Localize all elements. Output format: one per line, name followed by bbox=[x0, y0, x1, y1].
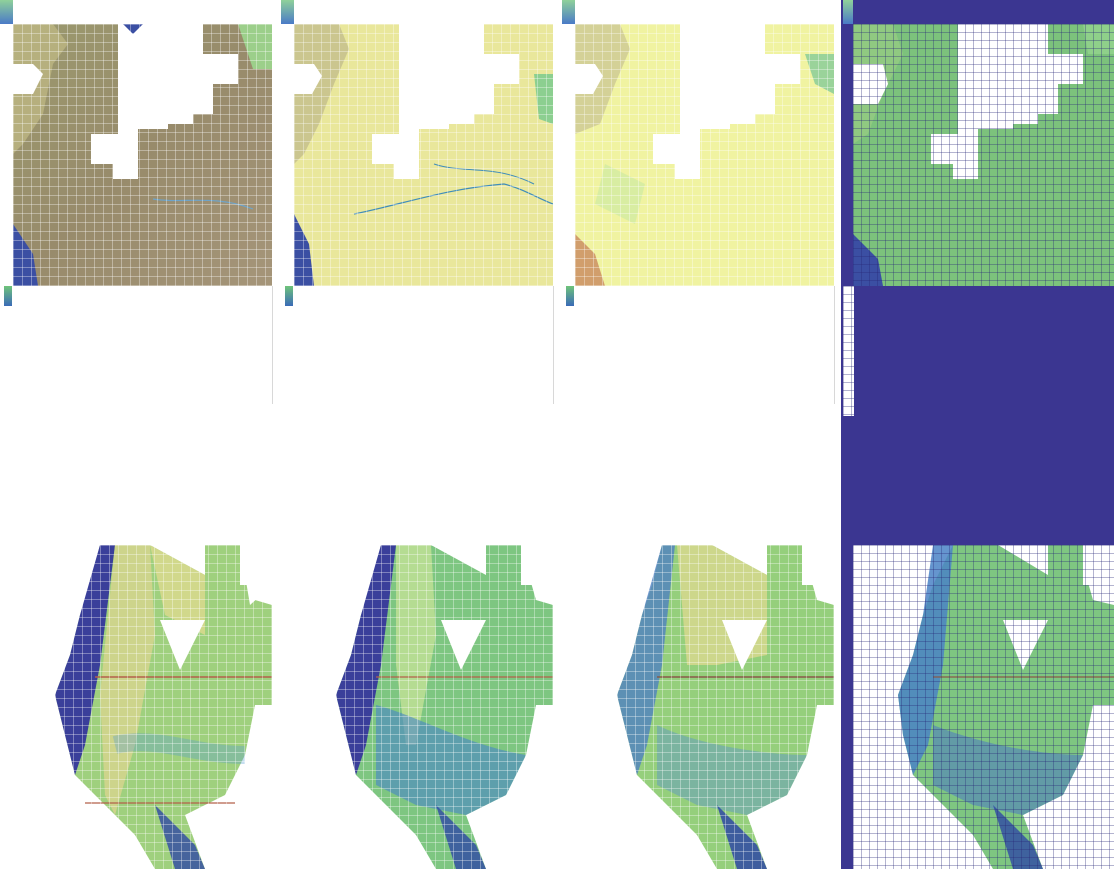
edge-sliver-top-3 bbox=[562, 0, 575, 24]
edge-sliver-mid-2 bbox=[285, 286, 293, 306]
map-panel-row2-col1 bbox=[55, 545, 272, 869]
edge-sliver-mid-3 bbox=[566, 286, 574, 306]
map-panel-row1-col2 bbox=[294, 24, 553, 286]
column-divider-1 bbox=[272, 286, 273, 404]
column-divider-2 bbox=[553, 286, 554, 404]
map-panel-row2-col2 bbox=[336, 545, 553, 869]
map-panel-row1-col3 bbox=[575, 24, 834, 286]
map-panel-row1-col1 bbox=[13, 24, 272, 286]
edge-sliver-top-1 bbox=[0, 0, 13, 24]
map-panel-row2-col3 bbox=[617, 545, 834, 869]
edge-sliver-top-2 bbox=[281, 0, 294, 24]
map-panel-row1-col4 bbox=[853, 24, 1114, 286]
column-divider-3 bbox=[834, 286, 835, 404]
edge-sliver-top-4 bbox=[843, 0, 853, 24]
edge-sliver-mid-1 bbox=[4, 286, 12, 306]
map-panel-row2-col4 bbox=[853, 545, 1114, 869]
edge-sliver-mid-4 bbox=[843, 286, 854, 416]
